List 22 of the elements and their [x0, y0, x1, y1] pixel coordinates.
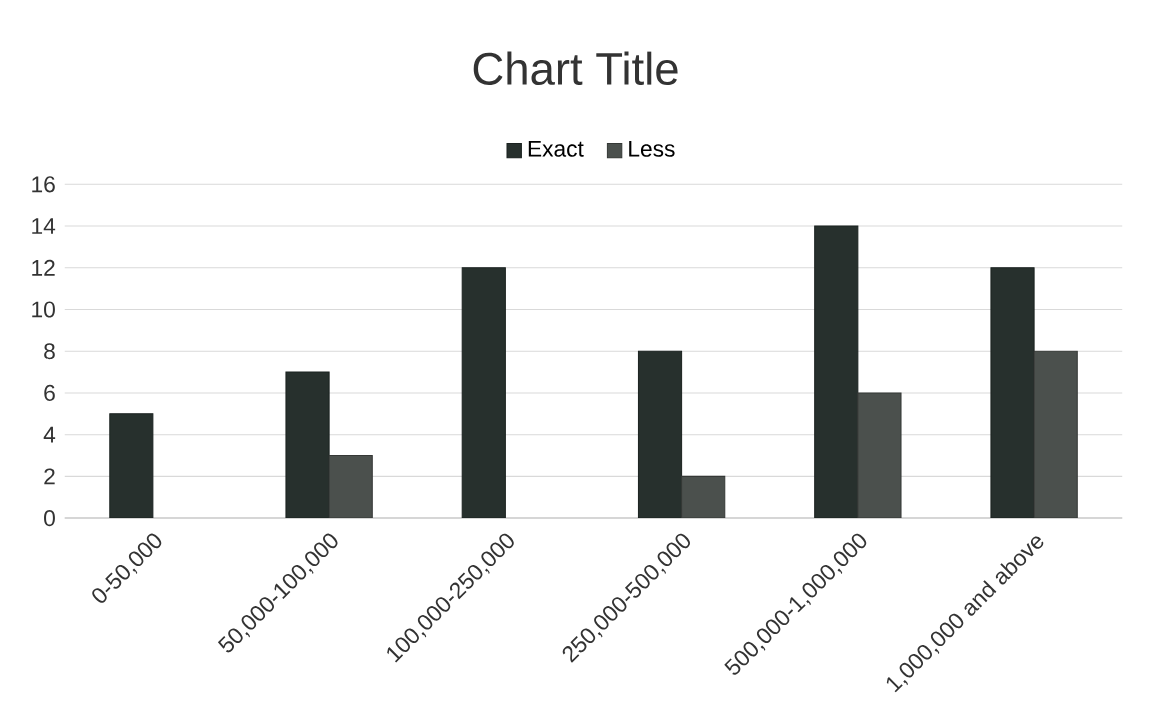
- bar: [328, 455, 373, 519]
- legend-label: Exact: [528, 140, 584, 157]
- y-tick-label: 8: [44, 343, 55, 360]
- y-tick-label: 4: [43, 426, 56, 443]
- bar: [285, 371, 330, 519]
- bar: [637, 350, 683, 519]
- chart-title: Chart Title: [473, 51, 678, 86]
- bar: [857, 392, 902, 519]
- bar: [814, 225, 859, 519]
- y-tick-label: 16: [32, 176, 55, 193]
- bar: [1033, 350, 1078, 519]
- bar: [109, 413, 154, 519]
- y-tick-label: 12: [32, 259, 55, 276]
- bar: [990, 267, 1035, 519]
- y-tick-label: 10: [32, 301, 55, 318]
- y-tick-label: 14: [32, 218, 56, 234]
- legend-label: Less: [629, 140, 675, 157]
- bar: [681, 475, 726, 519]
- y-tick-label: 6: [44, 384, 55, 401]
- y-tick-label: 0: [44, 510, 55, 527]
- bar: [461, 267, 506, 519]
- y-tick-label: 2: [44, 468, 55, 485]
